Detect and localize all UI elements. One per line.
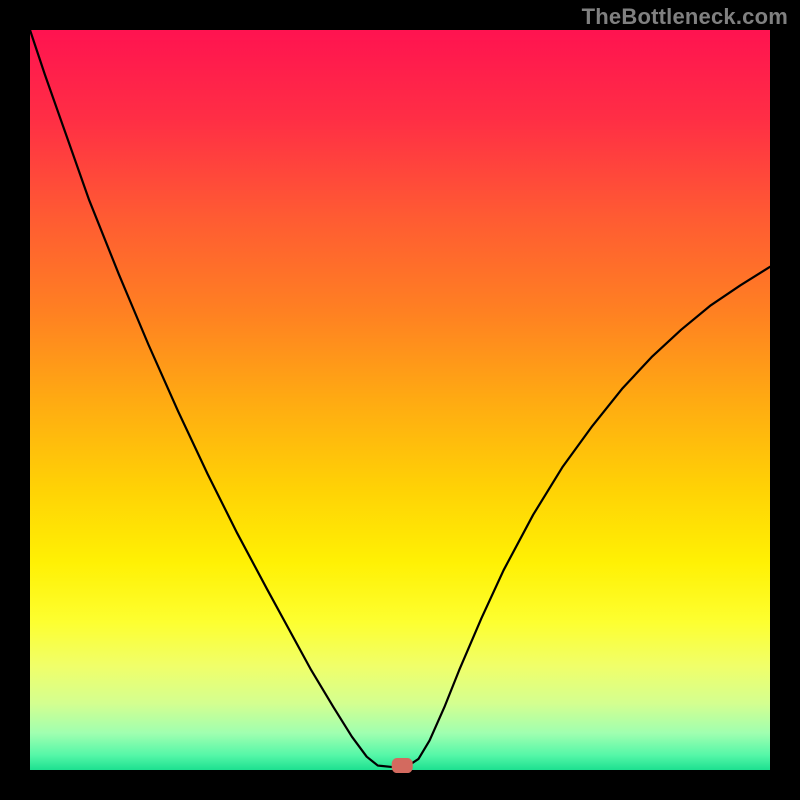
optimal-point-marker [392, 759, 412, 773]
bottleneck-chart [0, 0, 800, 800]
watermark-text: TheBottleneck.com [582, 4, 788, 30]
chart-container: TheBottleneck.com [0, 0, 800, 800]
plot-background [30, 30, 770, 770]
